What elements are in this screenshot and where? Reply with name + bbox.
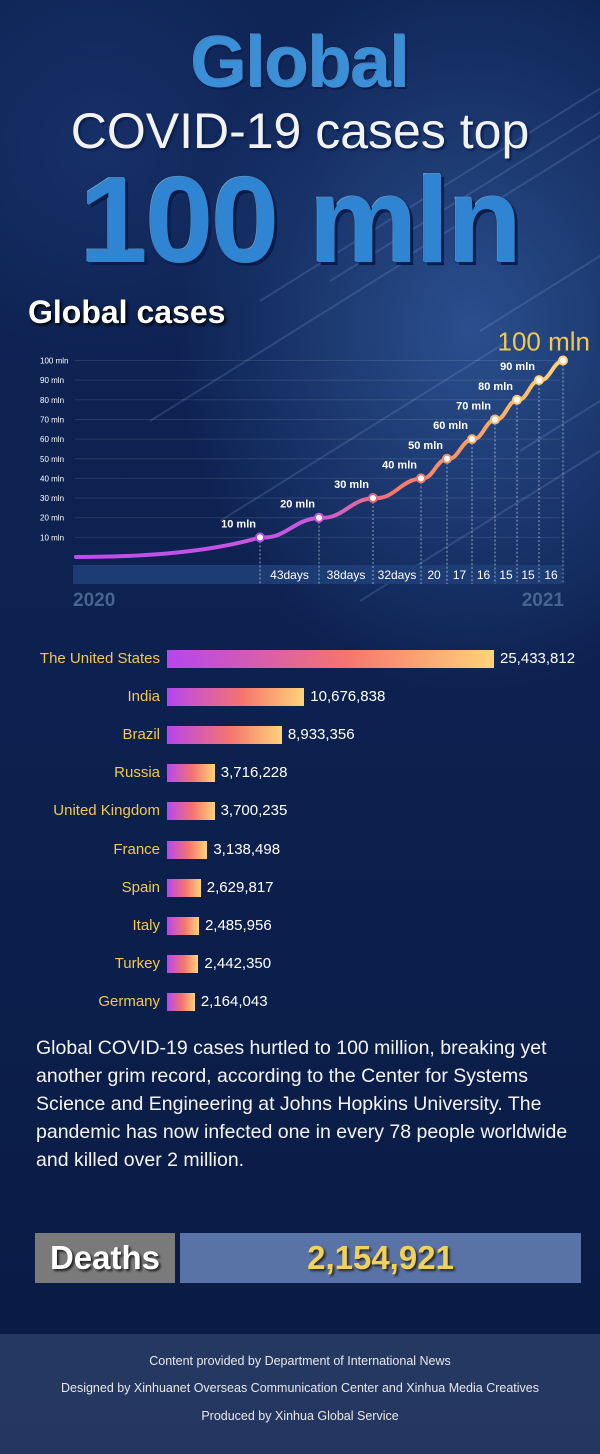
title-global: Global bbox=[190, 23, 410, 103]
bar bbox=[167, 840, 208, 859]
footer-credit-design: Designed by Xinhuanet Overseas Communica… bbox=[60, 1381, 540, 1395]
bar-row: Turkey 2,442,350 bbox=[0, 953, 600, 975]
footer-credit-producer: Produced by Xinhua Global Service bbox=[201, 1409, 399, 1423]
y-tick-label: 80 mln bbox=[40, 396, 64, 405]
global-cases-line-chart: 10 mln 20 mln 30 mln 40 mln 50 mln 60 mln 70 m… bbox=[40, 327, 591, 612]
bar-country-label: Spain bbox=[121, 878, 160, 896]
footer: Content provided by Department of Intern… bbox=[0, 1334, 600, 1454]
bar-value-label: 3,700,235 bbox=[220, 802, 288, 820]
milestone-point bbox=[490, 414, 500, 425]
bar-row: Brazil 8,933,356 bbox=[0, 724, 600, 746]
milestone-label: 90 mln bbox=[500, 361, 535, 373]
milestone-label: 50 mln bbox=[408, 440, 443, 452]
bar-row: United Kingdom 3,700,235 bbox=[0, 800, 600, 822]
bar-country-label: United Kingdom bbox=[53, 802, 160, 820]
interval-label: 16 bbox=[544, 568, 558, 582]
bar-country-label: Germany bbox=[98, 992, 160, 1010]
bar-country-label: Turkey bbox=[114, 954, 160, 972]
milestone-label: 70 mln bbox=[456, 400, 491, 412]
milestone-label: 30 mln bbox=[334, 479, 369, 491]
bar-country-label: Italy bbox=[132, 916, 160, 934]
title-headline-number: 100 mln bbox=[79, 152, 522, 288]
bar-value-label: 10,676,838 bbox=[310, 688, 386, 706]
title-subtitle: COVID-19 cases top bbox=[70, 103, 530, 159]
bar-value-label: 2,164,043 bbox=[200, 992, 268, 1010]
bar-row: India 10,676,838 bbox=[0, 686, 600, 708]
bar bbox=[167, 764, 215, 783]
y-tick-label: 20 mln bbox=[40, 514, 64, 523]
bar-value-label: 2,629,817 bbox=[206, 878, 274, 896]
interval-label: 15 bbox=[521, 568, 535, 582]
milestone-point bbox=[512, 394, 522, 405]
y-tick-label: 50 mln bbox=[40, 455, 64, 464]
bar-row: The United States 25,433,812 bbox=[0, 648, 600, 670]
y-tick-label: 40 mln bbox=[40, 474, 64, 483]
bar-country-label: Brazil bbox=[122, 726, 160, 744]
interval-label: 16 bbox=[477, 568, 491, 582]
milestone-point bbox=[255, 532, 265, 543]
bar-country-label: India bbox=[127, 688, 160, 706]
section-title-global-cases: Global cases bbox=[28, 294, 226, 330]
bar-row: Germany 2,164,043 bbox=[0, 991, 600, 1013]
milestone-point bbox=[558, 355, 568, 366]
deaths-label: Deaths bbox=[35, 1233, 175, 1283]
bar bbox=[167, 992, 195, 1011]
timeline-bar bbox=[73, 565, 562, 584]
y-tick-label: 10 mln bbox=[40, 533, 64, 542]
y-tick-label: 90 mln bbox=[40, 376, 64, 385]
y-tick-label: 100 mln bbox=[40, 357, 68, 366]
bar bbox=[167, 726, 282, 745]
bar-value-label: 3,138,498 bbox=[213, 840, 281, 858]
milestone-label: 60 mln bbox=[433, 420, 468, 432]
milestone-point bbox=[534, 375, 544, 386]
milestone-label: 10 mln bbox=[221, 518, 256, 530]
deaths-value: 2,154,921 bbox=[180, 1233, 581, 1283]
milestone-point bbox=[314, 512, 324, 523]
bar bbox=[167, 916, 199, 935]
bar bbox=[167, 650, 494, 668]
milestone-label: 20 mln bbox=[280, 499, 315, 511]
bar-value-label: 8,933,356 bbox=[287, 726, 355, 744]
y-tick-label: 60 mln bbox=[40, 435, 64, 444]
interval-label: 32days bbox=[378, 568, 417, 582]
interval-label: 43days bbox=[270, 568, 309, 582]
bar-row: Spain 2,629,817 bbox=[0, 877, 600, 899]
bar-value-label: 2,442,350 bbox=[204, 954, 272, 972]
y-tick-label: 30 mln bbox=[40, 494, 64, 503]
x-start-label: 2020 bbox=[73, 590, 115, 611]
bar-row: France 3,138,498 bbox=[0, 839, 600, 861]
bar-country-label: France bbox=[113, 840, 160, 858]
milestone-point bbox=[442, 453, 452, 464]
milestone-label: 80 mln bbox=[478, 381, 513, 393]
footer-credit-content: Content provided by Department of Intern… bbox=[149, 1354, 451, 1368]
interval-label: 15 bbox=[499, 568, 513, 582]
interval-label: 17 bbox=[453, 568, 467, 582]
bar-country-label: The United States bbox=[39, 650, 160, 667]
bar-value-label: 2,485,956 bbox=[204, 916, 272, 934]
milestone-point bbox=[467, 434, 477, 445]
bar bbox=[167, 878, 201, 897]
bar-row: Italy 2,485,956 bbox=[0, 915, 600, 937]
bar-value-label: 25,433,812 bbox=[500, 650, 576, 667]
x-end-label: 2021 bbox=[522, 590, 565, 611]
milestone-point bbox=[416, 473, 426, 484]
summary-paragraph: Global COVID-19 cases hurtled to 100 mil… bbox=[36, 1037, 568, 1171]
milestone-label: 40 mln bbox=[382, 459, 417, 471]
milestone-point bbox=[368, 493, 378, 504]
interval-label: 20 bbox=[427, 568, 441, 582]
interval-label: 38days bbox=[327, 568, 366, 582]
milestone-label: 100 mln bbox=[498, 327, 591, 357]
bar-value-label: 3,716,228 bbox=[220, 764, 288, 782]
bar bbox=[167, 954, 199, 973]
y-tick-label: 70 mln bbox=[40, 415, 64, 424]
bar bbox=[167, 802, 215, 821]
bar-row: Russia 3,716,228 bbox=[0, 762, 600, 784]
bar-country-label: Russia bbox=[114, 764, 160, 782]
bar bbox=[167, 688, 305, 707]
